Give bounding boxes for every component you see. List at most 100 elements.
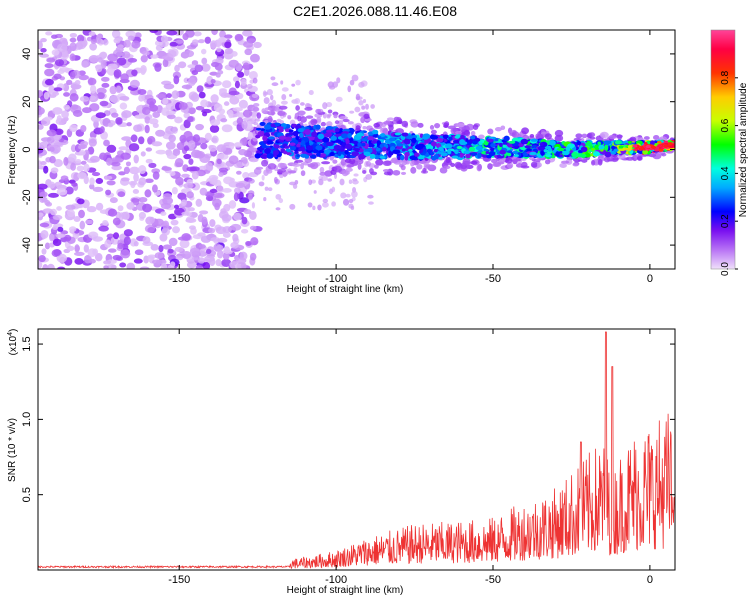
spectrogram-cell	[341, 133, 349, 139]
spectrogram-cell	[592, 151, 600, 157]
spectrogram-cell	[163, 83, 175, 90]
spectrogram-cell	[213, 192, 225, 199]
spectrogram-cell	[180, 199, 187, 206]
spectrogram-cell	[148, 162, 157, 169]
spectrogram-cell	[438, 156, 443, 160]
spectrogram-cell	[191, 39, 199, 45]
spectrogram-cell	[417, 155, 425, 160]
spectrogram-cell	[503, 135, 510, 142]
spectrogram-cell	[199, 210, 209, 215]
spectrogram-cell	[321, 175, 328, 181]
spectrogram-cell	[174, 64, 180, 73]
spectrogram-cell	[194, 150, 206, 159]
spectrogram-cell	[42, 208, 53, 214]
spectrogram-cell	[475, 145, 483, 151]
spectrogram-cell	[186, 191, 194, 199]
spectrogram-cell	[294, 150, 299, 154]
spectrogram-cell	[276, 126, 284, 130]
spectrogram-cell	[57, 69, 65, 74]
spectrogram-cell	[242, 62, 250, 71]
spectrogram-cell	[420, 152, 426, 156]
spectrogram-cell	[172, 148, 181, 156]
spectrogram-cell	[270, 123, 276, 128]
spectrogram-cell	[56, 253, 68, 263]
spectrogram-cell	[144, 116, 151, 124]
spectrogram-cell	[470, 130, 476, 136]
snr-tick-y-label: 1.5	[21, 336, 33, 351]
spectrogram-cell	[255, 127, 262, 131]
spectrogram-cell	[181, 173, 190, 178]
spectrogram-cell	[348, 179, 353, 184]
spectrogram-cell	[150, 244, 159, 251]
spectrogram-cell	[300, 116, 307, 123]
spectrogram-cell	[152, 184, 158, 193]
spectrogram-cell	[252, 77, 258, 84]
spectrogram-cell	[230, 223, 242, 231]
spectrogram-cell	[216, 47, 222, 53]
spectrogram-cell	[47, 192, 59, 198]
spectrogram-cell	[382, 160, 392, 167]
spectrogram-cell	[486, 138, 494, 143]
spectrogram-cell	[393, 116, 400, 122]
spectrogram-cell	[325, 141, 334, 147]
spectrogram-cell	[63, 104, 70, 110]
spectrogram-cell	[651, 145, 657, 149]
spectrogram-cell	[199, 187, 208, 196]
spectrogram-cell	[382, 128, 389, 135]
spectrogram-cell	[89, 177, 95, 186]
spectrogram-cell	[325, 126, 334, 131]
spectrogram-cell	[274, 106, 280, 112]
spectrogram-cell	[74, 244, 80, 253]
spectrogram-cell	[442, 134, 449, 139]
spectrogram-cell	[586, 133, 591, 138]
spectrogram-cell	[346, 153, 351, 157]
spectrogram-cell	[289, 203, 296, 210]
spectrogram-cell	[196, 85, 204, 93]
spectrogram-cell	[74, 79, 81, 85]
spectrogram-cell	[178, 102, 188, 110]
spectrogram-cell	[319, 166, 325, 173]
spectrogram-cell	[39, 222, 50, 228]
spectrogram-cell	[612, 157, 619, 161]
spectrogram-cell	[608, 134, 616, 140]
spectrogram-cell	[299, 153, 308, 158]
spectrogram-cell	[260, 154, 268, 159]
spectrogram-cell	[109, 197, 118, 204]
spectrogram-cell	[232, 76, 240, 83]
spectrogram-cell	[51, 34, 58, 39]
spectrogram-cell	[199, 137, 206, 144]
spectrogram-cell	[320, 121, 326, 127]
spectrogram-cell	[162, 196, 174, 205]
spectrogram-cell	[38, 212, 44, 218]
spectrogram-cell	[326, 121, 333, 127]
spectrogram-cell	[632, 144, 638, 148]
spectrogram-cell	[421, 136, 429, 140]
spectrogram-cell	[144, 124, 150, 134]
spectrogram-cell	[149, 104, 159, 112]
spectrogram-cell	[234, 187, 241, 195]
spectrogram-cell	[229, 261, 239, 269]
spectrogram-cell	[166, 93, 172, 99]
spectrogram-cell	[244, 48, 253, 56]
spectrogram-cell	[410, 121, 419, 128]
spectrogram-cell	[242, 109, 253, 118]
spectrogram-cell	[92, 248, 99, 256]
spectrogram-cell	[315, 108, 322, 114]
spectrogram-cell	[169, 171, 176, 177]
spectrogram-cell	[99, 100, 109, 107]
spectrogram-cell	[468, 138, 473, 144]
spectrogram-cell	[439, 142, 446, 146]
spectrogram-cell	[499, 149, 506, 155]
spectrogram-cell	[78, 150, 86, 156]
spectrogram-cell	[348, 158, 356, 165]
spectrogram-cell	[529, 134, 535, 139]
spectrogram-cell	[142, 106, 151, 115]
spectrogram-cell	[559, 163, 567, 168]
spectrogram-xlabel: Height of straight line (km)	[287, 284, 404, 295]
spectrogram-cell	[328, 85, 336, 90]
spectrogram-cell	[52, 238, 62, 247]
spectrogram-cell	[337, 150, 342, 157]
spectrogram-cell	[219, 88, 228, 93]
spectrogram-cell	[214, 62, 223, 71]
spectrogram-cell	[500, 125, 506, 131]
